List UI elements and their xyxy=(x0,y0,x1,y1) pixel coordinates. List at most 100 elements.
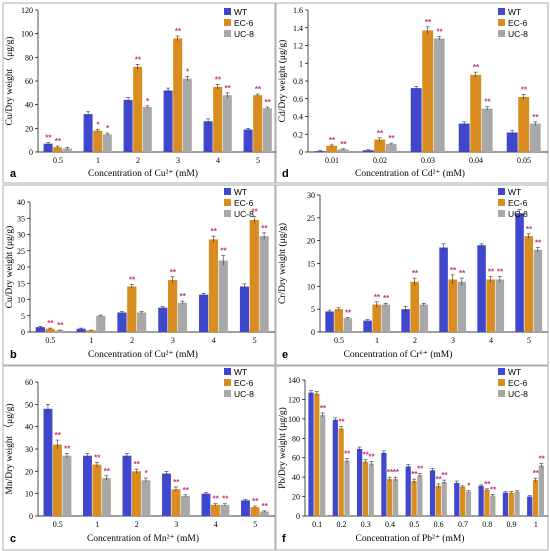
significance-marker: ** xyxy=(104,467,111,476)
bar-uc-8-4 xyxy=(220,504,230,516)
bar-uc-8-0.01 xyxy=(337,149,349,152)
bar-uc-8-1 xyxy=(96,315,106,332)
y-tick-label: 25 xyxy=(307,214,315,223)
y-tick-label: 1.6 xyxy=(293,6,303,15)
x-tick-label: 1 xyxy=(95,520,99,529)
significance-marker: * xyxy=(106,124,110,133)
significance-marker: ** xyxy=(436,28,443,37)
bar-ec-6-3 xyxy=(173,38,183,152)
bar-ec-6-2 xyxy=(410,281,419,332)
bar-ec-6-0.05 xyxy=(518,96,530,152)
y-tick-label: 20 xyxy=(25,124,33,133)
y-tick-label: 10 xyxy=(25,490,33,499)
y-tick-label: 20 xyxy=(307,237,315,246)
significance-marker: ** xyxy=(363,451,370,460)
y-tick-label: 30 xyxy=(25,445,33,454)
bar-ec-6-0.5 xyxy=(334,309,343,332)
y-tick-label: 80 xyxy=(25,53,33,62)
y-tick-label: 5 xyxy=(21,312,25,321)
x-tick-label: 0.9 xyxy=(507,520,517,529)
bar-wt-0.5 xyxy=(43,408,53,516)
bar-uc-8-3 xyxy=(182,78,192,152)
bar-wt-0.1 xyxy=(308,392,314,516)
bar-uc-8-0.2 xyxy=(344,460,350,516)
bar-uc-8-0.5 xyxy=(62,148,72,152)
bar-uc-8-0.3 xyxy=(368,463,374,516)
bar-wt-1 xyxy=(83,455,92,516)
legend-swatch-uc-8 xyxy=(498,30,505,37)
bar-wt-1 xyxy=(527,496,533,516)
significance-marker: ** xyxy=(417,464,424,473)
bar-uc-8-0.4 xyxy=(392,479,399,516)
bar-ec-6-4 xyxy=(486,279,495,332)
legend-label-ec-6: EC-6 xyxy=(234,198,254,208)
bar-ec-6-0.5 xyxy=(45,328,55,332)
bar-wt-4 xyxy=(201,493,211,516)
significance-marker: ** xyxy=(473,63,480,72)
legend-label-ec-6: EC-6 xyxy=(234,18,254,28)
significance-marker: * xyxy=(146,97,150,106)
significance-marker: ** xyxy=(374,293,381,302)
legend-swatch-wt xyxy=(498,188,505,195)
bar-wt-3 xyxy=(158,307,168,332)
x-tick-label: 3 xyxy=(171,336,175,345)
x-tick-label: 2 xyxy=(136,156,140,165)
x-tick-label: 2 xyxy=(413,336,417,345)
bar-ec-6-1 xyxy=(93,130,103,152)
significance-marker: ** xyxy=(129,276,136,285)
x-tick-label: 0.8 xyxy=(482,520,492,529)
bar-wt-3 xyxy=(163,90,173,152)
x-tick-label: 1 xyxy=(534,520,538,529)
x-axis-label: Concentration of Mn²⁺ (mM) xyxy=(87,533,199,544)
panel-letter: e xyxy=(282,349,288,361)
legend-label-uc-8: UC-8 xyxy=(234,209,254,219)
bar-ec-6-0.5 xyxy=(53,444,62,516)
x-tick-label: 5 xyxy=(253,336,257,345)
x-tick-label: 1 xyxy=(375,336,379,345)
y-tick-label: 0 xyxy=(296,512,300,521)
significance-marker: ** xyxy=(490,486,497,495)
significance-marker: ** xyxy=(459,269,466,278)
legend-swatch-wt xyxy=(224,188,231,195)
y-tick-label: 0 xyxy=(311,328,315,337)
x-tick-label: 0.2 xyxy=(336,520,346,529)
bar-uc-8-0.5 xyxy=(417,475,423,516)
significance-marker: ** xyxy=(213,495,220,504)
significance-marker: ** xyxy=(450,266,457,275)
significance-marker: ** xyxy=(135,55,142,64)
legend-label-uc-8: UC-8 xyxy=(234,389,254,399)
bar-ec-6-3 xyxy=(171,489,181,516)
x-tick-label: 5 xyxy=(253,520,257,529)
significance-marker: ** xyxy=(526,225,533,234)
significance-marker: ** xyxy=(383,294,390,303)
bar-ec-6-4 xyxy=(213,86,223,152)
bar-uc-8-1 xyxy=(102,134,112,152)
panel-letter: a xyxy=(10,168,17,180)
bar-ec-6-0.5 xyxy=(53,147,63,152)
significance-marker: ** xyxy=(94,453,101,462)
x-tick-label: 1 xyxy=(96,156,100,165)
legend-swatch-ec-6 xyxy=(498,199,505,206)
bar-wt-0.9 xyxy=(502,492,509,516)
significance-marker: ** xyxy=(55,431,62,440)
y-tick-label: 100 xyxy=(288,415,300,424)
significance-marker: ** xyxy=(183,486,190,495)
y-tick-label: 80 xyxy=(292,434,300,443)
y-tick-label: 20 xyxy=(17,263,25,272)
x-tick-label: 0.3 xyxy=(361,520,371,529)
y-tick-label: 40 xyxy=(25,423,33,432)
bar-ec-6-0.7 xyxy=(460,486,466,516)
bar-uc-8-1 xyxy=(381,304,391,332)
significance-marker: ** xyxy=(45,134,52,143)
y-tick-label: 0 xyxy=(299,148,303,157)
x-tick-label: 0.5 xyxy=(53,156,63,165)
bar-uc-8-2 xyxy=(141,480,151,516)
legend-swatch-uc-8 xyxy=(224,390,231,397)
bar-wt-5 xyxy=(243,129,253,152)
legend-label-uc-8: UC-8 xyxy=(508,29,528,39)
bar-wt-0.03 xyxy=(410,88,422,152)
bar-uc-8-4 xyxy=(218,260,228,332)
